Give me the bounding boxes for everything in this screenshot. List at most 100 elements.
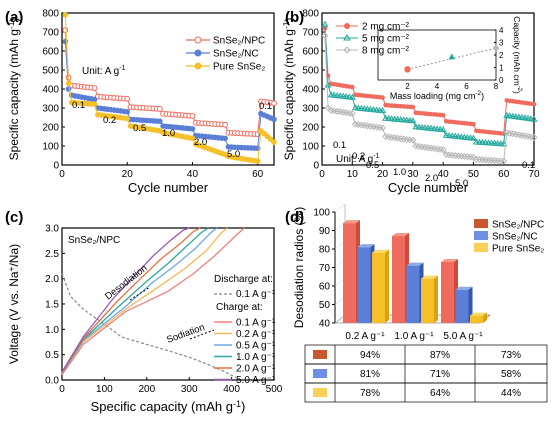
y-axis-label: Desodiation radios (%)	[292, 207, 306, 328]
legend-label: 5.0 A g⁻¹	[236, 375, 276, 386]
y-tick-label: 0	[53, 161, 59, 172]
legend-marker	[343, 34, 351, 41]
bar	[372, 252, 385, 323]
y-axis-label: Voltage (V vs. Na+/Na)	[6, 244, 21, 364]
data-point	[124, 109, 131, 115]
y-tick-label: 40	[319, 319, 331, 330]
bar-side	[468, 286, 473, 323]
legend-label: SnSe₂/NPC	[213, 36, 265, 47]
x-tick-label: 40	[187, 169, 199, 180]
legend-marker	[344, 23, 350, 29]
discharge-curve	[61, 273, 237, 379]
data-point	[403, 116, 411, 123]
x-axis-label: Specific capacity (mAh g-1)	[91, 399, 246, 414]
charge-curve	[61, 227, 218, 374]
bar-top	[441, 258, 458, 262]
legend-label: SnSe₂/NC	[492, 232, 538, 243]
data-point	[524, 114, 532, 121]
charge-curve	[61, 227, 190, 373]
data-point	[330, 91, 338, 98]
bar-side	[385, 249, 389, 323]
legend-label: 2.0 A g⁻¹	[236, 364, 276, 375]
rate-label: 0.1	[522, 160, 535, 171]
sample-label: SnSe₂/NPC	[68, 235, 120, 246]
legend-label: 8 mg cm⁻²	[362, 46, 410, 57]
x-tick-label: 100	[96, 384, 113, 395]
legend-swatch	[474, 231, 488, 240]
table-row	[304, 382, 548, 403]
table-cell: 58%	[501, 369, 521, 380]
data-point	[454, 133, 462, 140]
data-point	[367, 105, 374, 112]
bar-top	[470, 312, 487, 316]
data-point	[409, 117, 417, 124]
bar-side	[483, 312, 487, 323]
rate-label: 2.0	[425, 173, 438, 184]
table-cell: 78%	[360, 388, 380, 399]
y-tick-label: 2.5	[45, 249, 59, 260]
data-point	[62, 27, 69, 34]
y-tick-label: 500	[302, 66, 319, 77]
data-point	[189, 113, 196, 119]
x-tick-label: 40	[438, 169, 450, 180]
data-point	[62, 12, 69, 18]
table-cell: 94%	[360, 350, 380, 361]
y-tick-label: 700	[302, 28, 319, 39]
panel-label: (a)	[5, 9, 23, 26]
rate-label: 5.0	[227, 149, 240, 160]
table-cell: 71%	[430, 369, 450, 380]
rate-label: 0.5	[366, 160, 379, 171]
data-point	[439, 126, 447, 133]
bar-top	[357, 244, 375, 248]
inset-x-tick-label: 2	[405, 82, 410, 91]
data-point	[440, 112, 446, 118]
data-point	[439, 146, 447, 154]
data-point	[430, 125, 438, 132]
category-label: 1.0 A g⁻¹	[394, 331, 434, 342]
data-point	[427, 124, 435, 131]
x-tick-label: 400	[223, 384, 240, 395]
sodiation-label: Sodiation	[165, 322, 206, 346]
data-point	[349, 84, 355, 90]
data-point	[424, 124, 432, 131]
category-label: 5.0 A g⁻¹	[443, 331, 483, 342]
bar-top	[406, 262, 424, 266]
table-cell: 44%	[501, 388, 521, 399]
x-tick-label: 200	[138, 384, 155, 395]
panel-b-frame	[321, 12, 535, 166]
data-point	[351, 104, 359, 111]
bar	[441, 261, 454, 323]
data-point	[327, 91, 335, 98]
legend-label: 0.1 A g⁻¹	[236, 318, 276, 329]
data-point	[400, 116, 408, 123]
y-tick-label: 90	[319, 226, 331, 237]
y-tick-label: 80	[319, 245, 331, 256]
data-point	[506, 112, 514, 119]
data-point	[342, 93, 350, 100]
data-point	[469, 134, 477, 141]
inset-point	[404, 66, 411, 73]
y-tick-label: 2.0	[45, 274, 59, 285]
rate-label: 0.2	[103, 115, 116, 126]
x-axis-label: Cycle number	[128, 180, 209, 195]
y-tick-label: 300	[42, 104, 59, 115]
y-tick-label: 800	[302, 9, 319, 20]
charge-curve	[61, 227, 245, 376]
series-line-2	[324, 35, 535, 162]
data-point	[466, 134, 474, 141]
data-point	[91, 101, 98, 107]
table-swatch	[313, 369, 327, 378]
y-tick-label: 70	[319, 263, 331, 274]
y-tick-label: 1.0	[45, 325, 59, 336]
legend-swatch	[474, 243, 488, 252]
panel-label: (b)	[285, 9, 304, 26]
data-point	[254, 158, 261, 165]
legend-marker	[194, 49, 202, 57]
inset-y-tick-label: 3	[499, 39, 504, 48]
y-tick-label: 0.5	[45, 350, 59, 361]
data-point	[339, 92, 347, 99]
y-tick-label: 300	[302, 104, 319, 115]
data-point	[531, 101, 537, 107]
